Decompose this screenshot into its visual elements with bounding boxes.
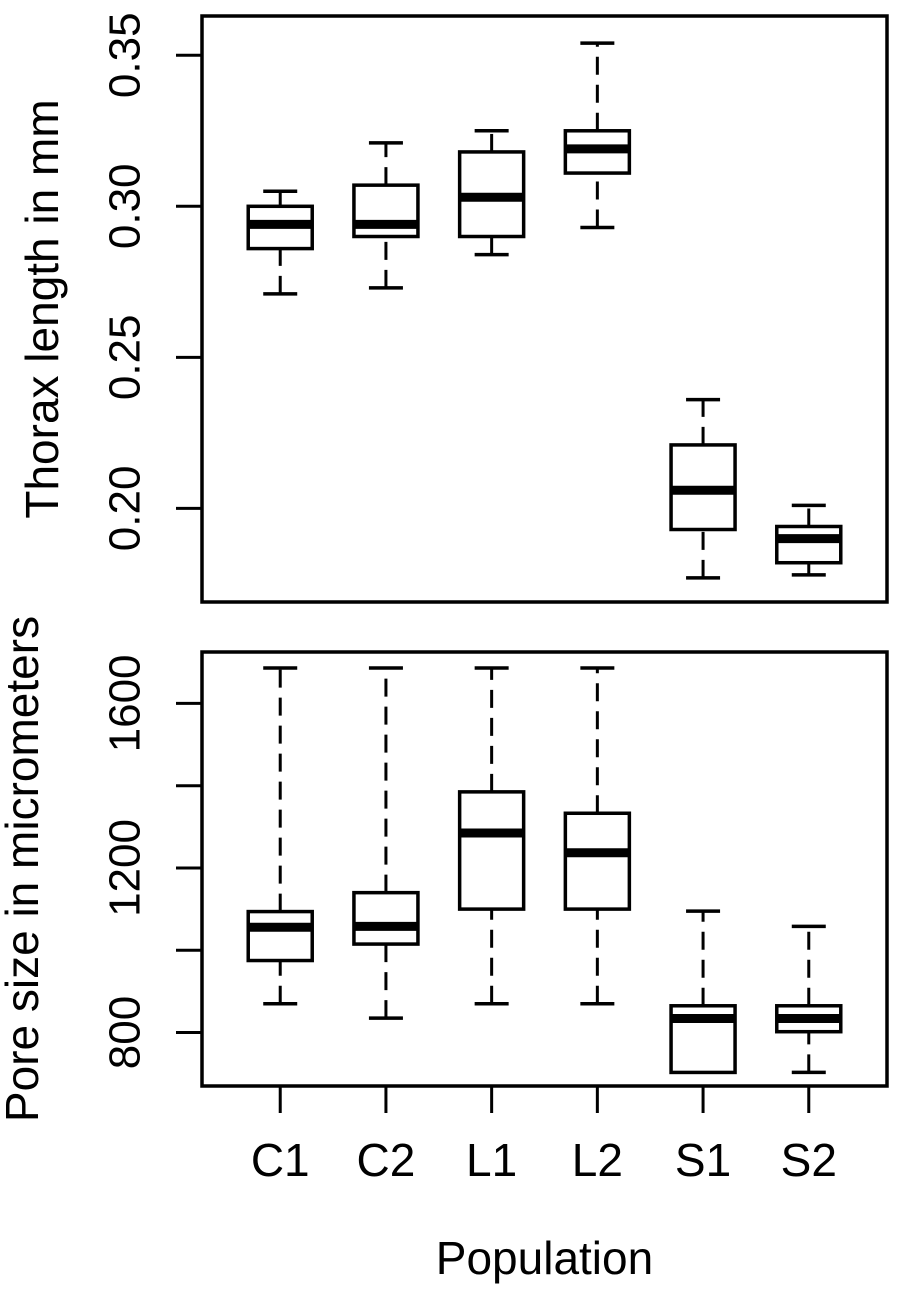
y-axis-title-bottom: Pore size in micrometers (0, 616, 48, 1122)
box-C2-bottom (352, 890, 420, 946)
panel-border-top (200, 14, 889, 604)
x-tick-label-L1: L1 (466, 1134, 517, 1186)
x-tick-label-L2: L2 (572, 1134, 623, 1186)
box-S2-top (775, 524, 843, 565)
panel-border-bottom (200, 650, 889, 1088)
x-tick-label-S2: S2 (781, 1134, 837, 1186)
y-axis-title-top: Thorax length in mm (16, 99, 68, 518)
y-tick-label: 1600 (101, 654, 150, 752)
x-tick-label-C1: C1 (251, 1134, 310, 1186)
box-C1-bottom (246, 909, 314, 963)
box-L1-bottom (457, 790, 526, 911)
x-tick-label-C2: C2 (357, 1134, 416, 1186)
box-L2-bottom (563, 811, 632, 911)
x-tick-label-S1: S1 (675, 1134, 731, 1186)
y-tick-label: 0.25 (101, 315, 150, 401)
y-tick-label: 1200 (101, 819, 150, 917)
y-tick-label: 0.30 (101, 163, 150, 249)
y-tick-label: 800 (101, 996, 150, 1069)
x-axis-title: Population (436, 1232, 653, 1284)
y-tick-label: 0.35 (101, 12, 150, 98)
y-tick-label: 0.20 (101, 466, 150, 552)
